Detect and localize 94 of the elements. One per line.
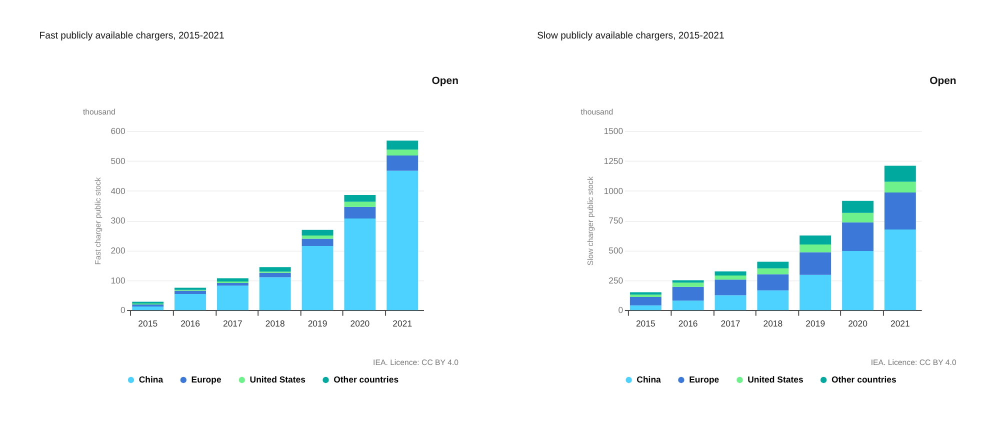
x-tick-label: 2015: [138, 318, 158, 328]
bar: [672, 282, 704, 287]
legend-label: China: [636, 374, 662, 385]
bar: [842, 212, 874, 222]
x-tick-label: 2019: [806, 318, 826, 328]
bar: [344, 218, 376, 310]
bar: [672, 300, 704, 310]
bar: [386, 156, 418, 171]
bar: [302, 236, 334, 239]
y-tick-label: 400: [110, 186, 126, 196]
bar: [132, 304, 164, 307]
bar: [344, 202, 376, 207]
bar: [757, 290, 789, 310]
y-tick-label: 1000: [604, 186, 624, 196]
bar: [302, 230, 334, 236]
bar: [174, 294, 206, 310]
text: IEA. Licence: CC BY 4.0: [373, 358, 460, 368]
legend-label: Other countries: [831, 374, 897, 385]
x-tick-label: 2020: [350, 318, 370, 328]
y-tick-label: 1250: [604, 156, 624, 166]
legend-label: Europe: [191, 374, 222, 385]
chart-title: Slow publicly available chargers, 2015-2021: [537, 30, 724, 42]
bar: [344, 206, 376, 219]
bar: [842, 200, 874, 213]
bar: [884, 230, 916, 310]
bar: [259, 277, 291, 310]
y-tick-label: 1500: [604, 126, 624, 136]
y-tick-label: 500: [110, 156, 126, 166]
bar: [842, 222, 874, 252]
bar: [216, 282, 248, 286]
text: thousand: [580, 107, 614, 116]
bar: [714, 271, 746, 276]
y-axis-title: Slow charger public stock: [586, 176, 596, 266]
text: Open: [930, 76, 956, 87]
bar: [216, 278, 248, 282]
bar: [714, 280, 746, 296]
x-tick-label: 2020: [848, 318, 868, 328]
y-tick-label: 200: [110, 245, 126, 256]
bar: [800, 274, 832, 310]
bar: [800, 244, 832, 252]
bar: [132, 306, 164, 310]
y-tick-label: 750: [608, 216, 624, 226]
bar: [884, 192, 916, 230]
bar: [672, 286, 704, 301]
x-tick-label: 2017: [720, 318, 740, 328]
bar: [630, 305, 662, 310]
legend-label: China: [138, 374, 164, 385]
bar: [174, 290, 206, 294]
bar: [302, 238, 334, 246]
legend-label: Other countries: [334, 374, 399, 385]
x-tick-label: 2021: [392, 318, 412, 328]
x-tick-label: 2018: [265, 318, 285, 328]
x-tick-label: 2021: [890, 318, 910, 328]
x-tick-label: 2019: [308, 318, 328, 328]
y-tick-label: 0: [618, 305, 624, 316]
bar: [714, 276, 746, 280]
y-axis-title: Fast charger public stock: [93, 177, 102, 265]
bar: [884, 166, 916, 182]
bar: [757, 262, 789, 268]
y-tick-label: 600: [110, 126, 126, 136]
legend-label: United States: [748, 374, 804, 385]
text: thousand: [82, 107, 116, 116]
x-tick-label: 2016: [180, 318, 200, 328]
bar: [302, 246, 334, 310]
bar: [800, 252, 832, 275]
bar: [800, 236, 832, 244]
bar: [216, 286, 248, 310]
y-tick-label: 300: [110, 216, 126, 226]
x-tick-label: 2016: [678, 318, 698, 328]
text: IEA. Licence: CC BY 4.0: [870, 358, 957, 368]
bar: [344, 194, 376, 202]
legend-label: United States: [250, 374, 306, 385]
bar: [259, 267, 291, 272]
bar: [757, 268, 789, 274]
bar: [386, 140, 418, 150]
bar: [757, 274, 789, 290]
legend-label: Europe: [689, 374, 720, 385]
bar: [386, 150, 418, 156]
bar: [630, 292, 662, 295]
x-tick-label: 2017: [222, 318, 243, 328]
y-tick-label: 500: [608, 245, 624, 256]
y-tick-label: 250: [608, 275, 624, 286]
bar: [884, 182, 916, 193]
bar: [630, 296, 662, 306]
x-tick-label: 2018: [763, 318, 783, 328]
text: Open: [432, 76, 459, 87]
y-tick-label: 0: [120, 305, 126, 316]
bar: [842, 251, 874, 310]
x-tick-label: 2015: [636, 318, 656, 328]
bar: [714, 295, 746, 310]
y-tick-label: 100: [110, 275, 126, 286]
chart-title: Fast publicly available chargers, 2015-2021: [39, 30, 224, 42]
bar: [259, 272, 291, 278]
bar: [386, 170, 418, 310]
